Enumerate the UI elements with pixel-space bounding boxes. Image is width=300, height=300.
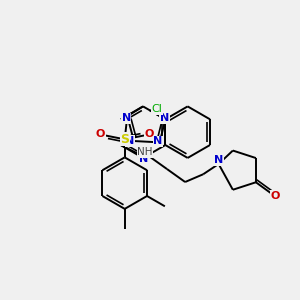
Text: N: N <box>125 136 135 146</box>
Text: N: N <box>160 113 169 123</box>
Text: O: O <box>144 130 154 140</box>
Text: N: N <box>140 154 148 164</box>
Text: O: O <box>271 191 280 201</box>
Text: N: N <box>153 136 162 146</box>
Text: N: N <box>214 155 223 165</box>
Text: Cl: Cl <box>151 104 162 114</box>
Text: O: O <box>96 130 105 140</box>
Text: N: N <box>122 113 131 123</box>
Text: NH: NH <box>137 147 153 157</box>
Text: S: S <box>120 133 129 146</box>
